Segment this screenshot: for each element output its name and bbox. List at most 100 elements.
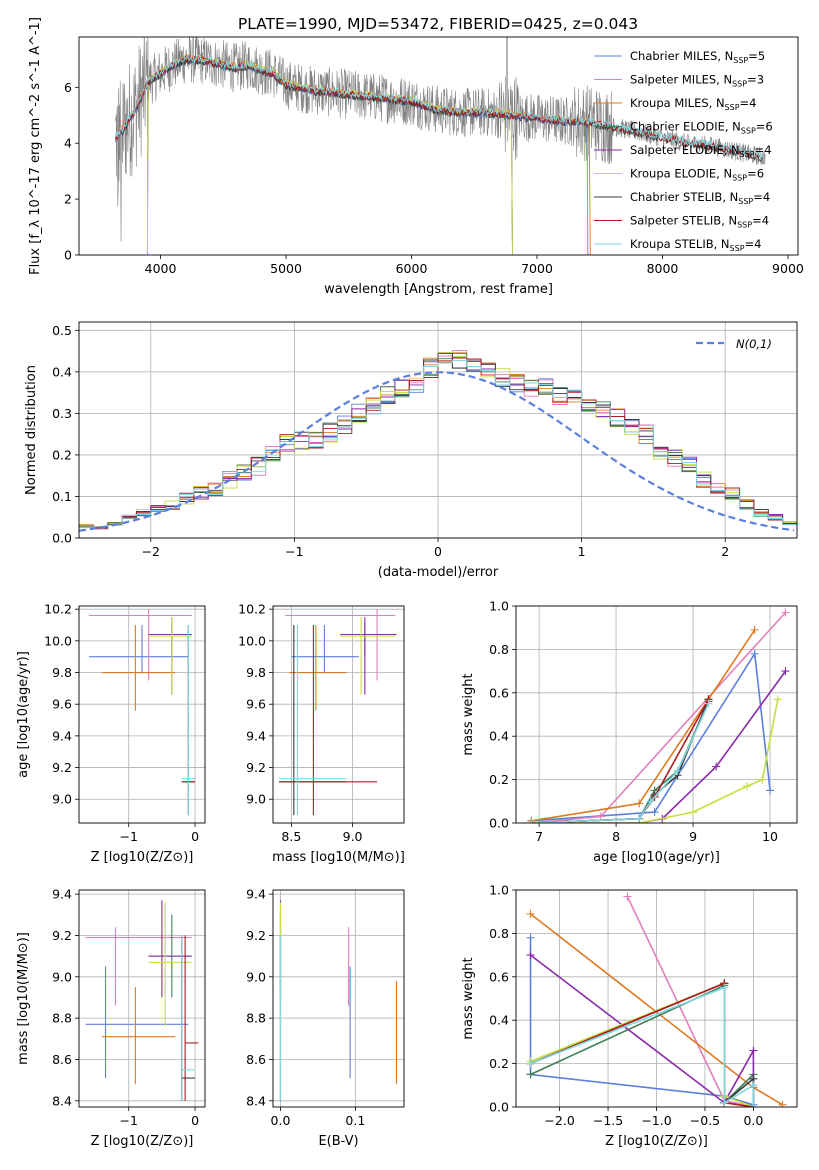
histogram-step-salpeter-stelib — [79, 357, 797, 529]
histogram-step-chabrier-miles — [79, 356, 797, 529]
mass-weight-kroupa-stelib — [526, 983, 758, 1107]
axes-frame — [78, 36, 799, 256]
x-tick-label: 4000 — [145, 261, 177, 276]
y-tick-label: 9.8 — [52, 665, 72, 680]
series-line-chabrier-elodie — [530, 984, 755, 1107]
y-tick-label: 6 — [64, 80, 72, 95]
legend-label-kroupa-miles: Kroupa MILES, NSSP=4 — [630, 96, 756, 112]
y-tick-label: 9.2 — [246, 760, 266, 775]
point-marker-kroupa-stelib — [704, 699, 713, 708]
y-tick-label: 0.4 — [489, 729, 509, 744]
errorbar-kroupa-elodie — [340, 617, 396, 695]
point-marker-kroupa-miles — [635, 799, 644, 808]
x-tick-label: 0.1 — [345, 1113, 365, 1128]
axes-frame — [515, 889, 798, 1108]
errorbar-salpeter-miles — [285, 609, 396, 681]
y-tick-label: 0.1 — [52, 489, 72, 504]
point-marker-salpeter-miles — [781, 608, 790, 617]
legend-label-salpeter-stelib: Salpeter STELIB, NSSP=4 — [630, 214, 769, 230]
point-marker-kroupa-stelib — [526, 1059, 535, 1068]
panel-mass_vs_Z: −1 0 8.4 8.6 8.8 9.0 9.2 9.4 Z [log10(Z/Z⊙)] mass… — [16, 887, 206, 1149]
point-marker-kroupa-elodie — [758, 775, 767, 784]
model-line-kroupa-stelib — [114, 54, 764, 161]
histogram-step-salpeter-miles — [79, 349, 797, 530]
plot-area-spectrum — [114, 37, 766, 255]
point-marker-chabrier-miles — [650, 808, 659, 817]
legend-label-gaussian: N(0,1) — [736, 337, 772, 351]
panel-age_vs_Z: −1 0 9.0 9.2 9.4 9.6 9.8 10.0 10.2 Z [log10(Z/Z⊙)… — [16, 602, 206, 865]
y-tick-label: 9.2 — [52, 928, 72, 943]
x-tick-label: 0.0 — [743, 1113, 763, 1128]
x-axis-label: Z [log10(Z/Z⊙)] — [91, 850, 194, 865]
x-tick-label: 8.5 — [281, 829, 301, 844]
errorbar-kroupa-stelib — [279, 625, 347, 816]
y-tick-label: 1.0 — [489, 599, 509, 614]
panel-massweight_vs_age: 7 8 9 10 0.0 0.2 0.4 0.6 0.8 1.0 age [log10(age/yr… — [461, 599, 798, 865]
point-marker-salpeter-elodie — [526, 951, 535, 960]
mass-weight-salpeter-elodie — [527, 667, 790, 823]
point-marker-kroupa-elodie — [742, 782, 751, 791]
y-tick-label: 0.0 — [489, 816, 509, 831]
panel-massweight_vs_Z: −2.0 −1.5 −1.0 −0.5 0.0 0.0 0.2 0.4 0.6 0.8 1.0 Z [… — [461, 883, 798, 1149]
y-tick-label: 0.4 — [489, 1013, 509, 1028]
y-tick-label: 10.2 — [238, 602, 266, 617]
x-axis-label: wavelength [Angstrom, rest frame] — [324, 282, 553, 297]
errorbar-kroupa-elodie — [148, 902, 192, 1027]
axes-frame — [272, 889, 405, 1108]
y-axis-label: mass weight — [461, 957, 476, 1039]
errorbar-salpeter-stelib — [184, 935, 199, 1101]
errorbar-kroupa-stelib — [181, 625, 196, 816]
errorbar-chabrier-miles — [85, 966, 189, 1079]
point-marker-kroupa-stelib — [749, 1103, 758, 1107]
x-axis-label: Z [log10(Z/Z⊙)] — [605, 1134, 708, 1149]
y-tick-label: 8.6 — [52, 1052, 72, 1067]
point-marker-chabrier-miles — [750, 649, 759, 658]
x-tick-label: −2.0 — [544, 1113, 574, 1128]
x-tick-label: 8000 — [647, 261, 679, 276]
errorbar-chabrier-stelib — [279, 625, 347, 816]
errorbar-salpeter-elodie — [148, 617, 192, 695]
mass-weight-chabrier-elodie — [527, 697, 713, 823]
point-marker-kroupa-stelib — [720, 983, 729, 992]
series-line-kroupa-elodie — [530, 982, 754, 1107]
plot-area-massweight_vs_Z — [526, 892, 787, 1107]
y-tick-label: 10.0 — [44, 633, 72, 648]
histogram-step-kroupa-stelib — [79, 360, 797, 529]
mass-weight-salpeter-miles — [527, 608, 790, 823]
x-tick-label: 1 — [578, 544, 586, 559]
point-marker-kroupa-miles — [750, 625, 759, 634]
y-tick-label: 0 — [64, 248, 72, 263]
errorbar-salpeter-miles — [85, 927, 192, 1006]
x-tick-label: −1.5 — [593, 1113, 623, 1128]
point-marker-kroupa-stelib — [646, 797, 655, 806]
y-tick-label: 1.0 — [489, 883, 509, 898]
series-line-chabrier-miles — [531, 651, 771, 822]
point-marker-salpeter-elodie — [712, 762, 721, 771]
gaussian-curve — [79, 371, 795, 532]
y-axis-label: Flux [f_λ 10^-17 erg cm^-2 s^-1 A^-1] — [28, 17, 43, 275]
x-tick-label: 10 — [762, 829, 778, 844]
y-tick-label: 10.2 — [44, 602, 72, 617]
plot-area-mass_vs_Z — [85, 900, 199, 1101]
point-marker-chabrier-miles — [766, 786, 775, 795]
y-axis-label: Normed distribution — [24, 365, 39, 495]
x-tick-label: 2 — [721, 544, 729, 559]
x-tick-label: −1 — [285, 544, 303, 559]
x-tick-label: 0 — [191, 1113, 199, 1128]
histogram-step-chabrier-stelib — [79, 353, 797, 529]
x-tick-label: −2 — [142, 544, 160, 559]
series-line-chabrier-miles — [529, 937, 754, 1106]
x-tick-label: 9.0 — [343, 829, 363, 844]
x-tick-label: 6000 — [396, 261, 428, 276]
y-tick-label: 0.4 — [52, 364, 72, 379]
y-tick-label: 9.0 — [52, 969, 72, 984]
x-tick-label: 0.0 — [271, 1113, 291, 1128]
errorbar-salpeter-miles — [88, 609, 192, 681]
plot-area-massweight_vs_age — [527, 608, 790, 823]
legend-label-salpeter-miles: Salpeter MILES, NSSP=3 — [630, 73, 764, 89]
model-line-kroupa-miles — [114, 53, 591, 255]
errorbar-salpeter-stelib — [279, 625, 378, 816]
y-tick-label: 0.0 — [52, 531, 72, 546]
